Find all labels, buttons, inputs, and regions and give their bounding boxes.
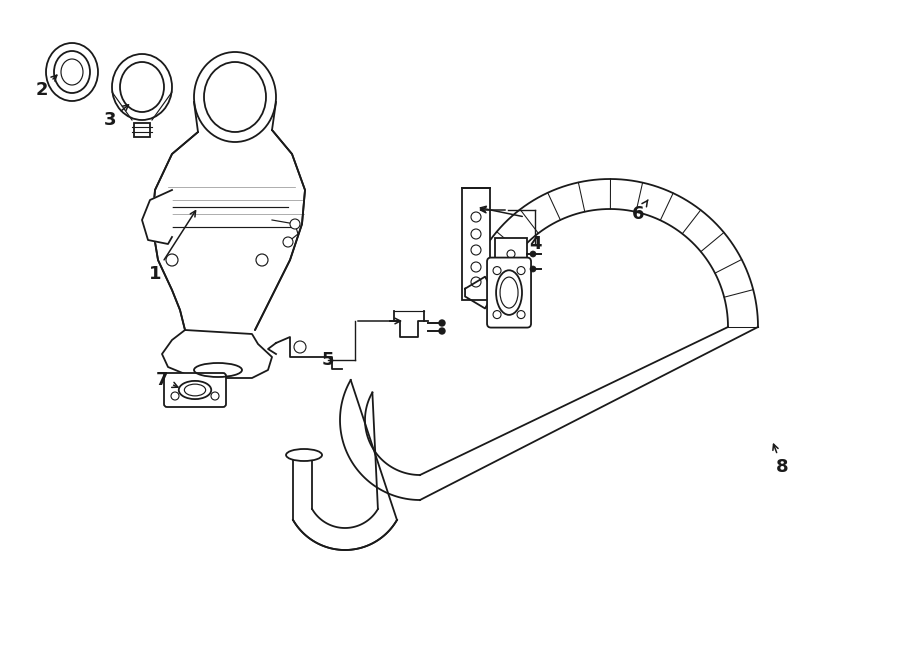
- Polygon shape: [142, 190, 172, 244]
- Circle shape: [530, 251, 536, 257]
- Polygon shape: [152, 130, 305, 330]
- Circle shape: [439, 320, 445, 326]
- Text: 5: 5: [322, 351, 334, 369]
- Polygon shape: [465, 277, 489, 308]
- FancyBboxPatch shape: [487, 258, 531, 328]
- Polygon shape: [162, 330, 272, 378]
- Circle shape: [290, 219, 300, 229]
- Text: 7: 7: [156, 371, 178, 389]
- FancyBboxPatch shape: [495, 238, 527, 290]
- Ellipse shape: [194, 52, 276, 142]
- FancyBboxPatch shape: [134, 123, 150, 137]
- Polygon shape: [276, 337, 342, 369]
- Circle shape: [530, 266, 536, 272]
- Text: 3: 3: [104, 105, 129, 129]
- Polygon shape: [467, 179, 758, 327]
- Text: 1: 1: [148, 211, 195, 283]
- Ellipse shape: [112, 54, 172, 120]
- Circle shape: [283, 237, 293, 247]
- FancyBboxPatch shape: [462, 188, 490, 300]
- Text: 4: 4: [529, 235, 541, 253]
- Ellipse shape: [46, 43, 98, 101]
- Polygon shape: [340, 380, 420, 500]
- Text: 6: 6: [632, 200, 648, 223]
- Polygon shape: [390, 321, 428, 337]
- Text: 8: 8: [773, 444, 788, 476]
- FancyBboxPatch shape: [164, 373, 226, 407]
- Ellipse shape: [286, 449, 322, 461]
- Circle shape: [256, 254, 268, 266]
- Circle shape: [166, 254, 178, 266]
- Circle shape: [439, 328, 445, 334]
- Text: 2: 2: [36, 75, 57, 99]
- Polygon shape: [293, 509, 397, 550]
